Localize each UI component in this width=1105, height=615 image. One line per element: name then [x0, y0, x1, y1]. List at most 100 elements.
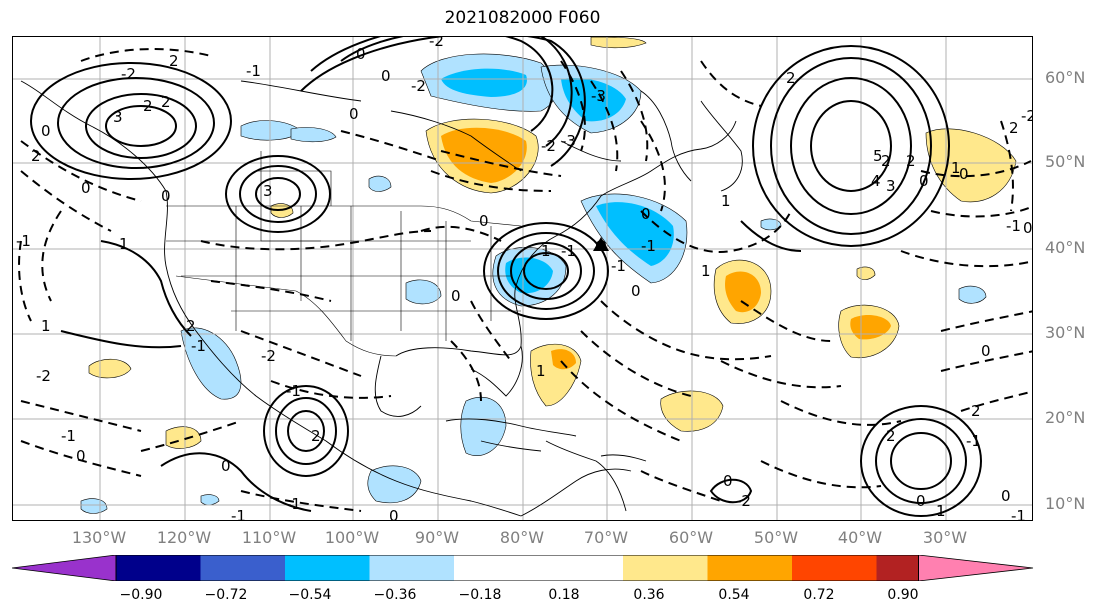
contour-label: 0	[916, 492, 926, 510]
coastlines	[20, 80, 743, 517]
colorbar-outline	[115, 555, 919, 581]
contour-label: 2	[881, 152, 891, 170]
storm-marker	[593, 237, 609, 251]
contour-label: 0	[381, 67, 391, 85]
contour-label: -1	[641, 237, 656, 255]
colorbar-tick-4: −0.18	[458, 587, 502, 603]
colorbar-segment-8	[792, 555, 877, 581]
shade-blue-east-coast-core	[505, 257, 553, 294]
shade-blue-gulf-coast	[405, 279, 442, 305]
lon-label-90w: 90°W	[414, 528, 460, 547]
lon-label-110w: 110°W	[241, 528, 297, 547]
contour-label: 1	[536, 362, 546, 380]
political-borders	[166, 151, 522, 357]
contour-lines	[30, 37, 982, 517]
colorbar-segment-4	[369, 555, 454, 581]
contour-label: 0	[41, 122, 51, 140]
lon-label-120w: 120°W	[156, 528, 212, 547]
colorbar-segment-1	[116, 555, 201, 581]
map-panel: 2 2 2 -2 -1 0 0 0 1 -1 3 2 3 -2 0 0 -2 0…	[12, 36, 1033, 521]
shade-blue-small-1	[80, 498, 108, 514]
contour-label: 1	[41, 317, 51, 335]
shade-blue-canada-small	[368, 175, 392, 192]
contour-label: 2	[311, 427, 321, 445]
contour-label: 0	[641, 205, 651, 223]
contour-label: -3	[561, 132, 576, 150]
colorbar-tick-7: 0.54	[718, 587, 750, 603]
lon-label-50w: 50°W	[753, 528, 799, 547]
shade-blue-hudson-2	[290, 127, 337, 143]
contour-label: 1	[951, 159, 961, 177]
lat-label-20n: 20°N	[1045, 408, 1086, 427]
lon-label-80w: 80°W	[499, 528, 545, 547]
contour-label: 1	[119, 235, 129, 253]
contour-label: 2	[161, 93, 171, 111]
contour-label: -2	[541, 137, 556, 155]
contour-label: -2	[429, 37, 444, 50]
contour-label: -1	[1011, 507, 1026, 521]
contour-label: 1	[541, 242, 551, 260]
shade-blue-north-core	[441, 68, 527, 97]
contour-label: -1	[16, 232, 31, 250]
contour-label: -1	[61, 427, 76, 445]
contour-label: 2	[786, 69, 796, 87]
contour-label: -2	[261, 347, 276, 365]
colorbar-tick-8: 0.72	[803, 587, 835, 603]
colorbar-tick-6: 0.36	[633, 587, 665, 603]
shade-blue-newengland-core	[596, 202, 674, 266]
contour-label: 0	[479, 212, 489, 230]
lat-label-10n: 10°N	[1045, 494, 1086, 513]
contour-label: 3	[886, 177, 896, 195]
contour-label: 0	[981, 342, 991, 360]
map-title: 2021082000 F060	[444, 8, 601, 28]
contour-label: -1	[231, 507, 246, 521]
shade-yellow-small-2	[856, 266, 876, 280]
contour-label: -2	[411, 77, 426, 95]
lon-label-60w: 60°W	[668, 528, 714, 547]
colorbar-segment-2	[200, 555, 285, 581]
contour-value-labels: 2 2 2 -2 -1 0 0 0 1 -1 3 2 3 -2 0 0 -2 0…	[16, 37, 1033, 521]
colorbar-tick-5: 0.18	[548, 587, 580, 603]
contour-label: 0	[221, 457, 231, 475]
contour-label: -2	[736, 492, 751, 510]
contour-label: -3	[591, 87, 606, 105]
lat-label-60n: 60°N	[1045, 68, 1086, 87]
contour-label: -1	[246, 62, 261, 80]
contour-label: 0	[356, 45, 366, 63]
contour-label: -1	[561, 242, 576, 260]
colorbar-segment-7	[707, 555, 792, 581]
contour-lines-dashed	[18, 48, 1032, 512]
weather-map: 2 2 2 -2 -1 0 0 0 1 -1 3 2 3 -2 0 0 -2 0…	[13, 37, 1033, 521]
contour-label: 0	[723, 472, 733, 490]
colorbar-segment-5	[454, 555, 623, 581]
contour-label: 0	[1001, 487, 1011, 505]
shade-orange-canada-core	[441, 127, 527, 183]
lon-label-130w: 130°W	[71, 528, 127, 547]
contour-label: 0	[919, 172, 929, 190]
shade-blue-central-am	[367, 465, 422, 504]
contour-label: 2	[186, 317, 196, 335]
contour-label: 1	[936, 502, 946, 520]
contour-label: 0	[1023, 219, 1033, 237]
contour-label: -1	[286, 382, 301, 400]
lon-label-100w: 100°W	[324, 528, 380, 547]
contour-label: 4	[871, 172, 881, 190]
contour-label: 0	[161, 187, 171, 205]
contour-label: 2	[31, 147, 41, 165]
contour-label: 2	[169, 52, 179, 70]
shade-blue-small-3	[760, 218, 782, 231]
contour-label: 0	[631, 282, 641, 300]
contour-label: 0	[76, 447, 86, 465]
shade-orange-central-atl	[725, 271, 761, 313]
colorbar-segment-0	[12, 555, 117, 581]
contour-label: 2	[906, 152, 916, 170]
contour-label: 0	[349, 105, 359, 123]
contour-label: -2	[36, 367, 51, 385]
shade-orange-east-atl	[850, 315, 891, 340]
lon-label-70w: 70°W	[583, 528, 629, 547]
contour-label: 1	[701, 262, 711, 280]
contour-label: 0	[81, 179, 91, 197]
shade-blue-mexico	[180, 327, 242, 400]
contour-label: 2	[1009, 119, 1019, 137]
shade-blue-east-small	[958, 285, 987, 304]
